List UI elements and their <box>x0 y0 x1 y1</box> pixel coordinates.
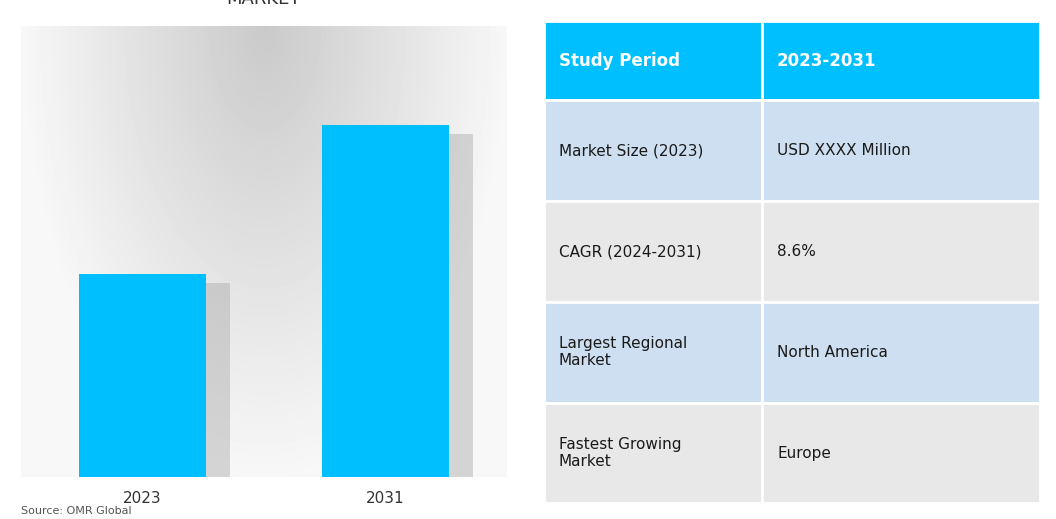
Bar <box>79 274 206 477</box>
Text: CAGR (2024-2031): CAGR (2024-2031) <box>559 244 701 259</box>
Text: 8.6%: 8.6% <box>777 244 816 259</box>
Text: Study Period: Study Period <box>559 51 680 70</box>
Bar <box>322 125 449 477</box>
Bar <box>337 134 473 486</box>
Text: 2023-2031: 2023-2031 <box>777 51 876 70</box>
Title: GLOBAL FLOWER POTS AND PLANTERS
MARKET: GLOBAL FLOWER POTS AND PLANTERS MARKET <box>89 0 439 8</box>
Text: Largest Regional
Market: Largest Regional Market <box>559 336 686 368</box>
Text: Market Size (2023): Market Size (2023) <box>559 143 703 158</box>
Text: Europe: Europe <box>777 445 831 460</box>
Text: North America: North America <box>777 345 888 360</box>
Bar <box>94 283 230 486</box>
Text: USD XXXX Million: USD XXXX Million <box>777 143 910 158</box>
Text: Fastest Growing
Market: Fastest Growing Market <box>559 437 681 469</box>
Text: Source: OMR Global: Source: OMR Global <box>21 506 132 516</box>
